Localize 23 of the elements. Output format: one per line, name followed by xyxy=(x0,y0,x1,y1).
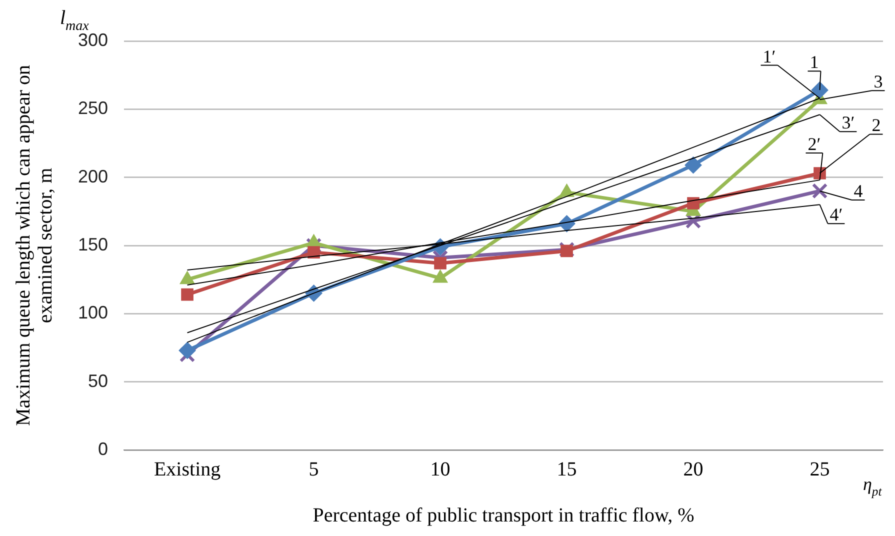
annotation: 4 xyxy=(854,180,863,201)
y-tick-label: 200 xyxy=(78,166,108,186)
annotation: 1′ xyxy=(762,46,776,66)
x-tick-label: 5 xyxy=(308,458,319,480)
annotation: 2′ xyxy=(808,134,821,154)
x-tick-label: Existing xyxy=(154,458,221,480)
annotation: 1 xyxy=(810,52,819,72)
y-axis-title: Maximum queue length which can appear on examined sector, m xyxy=(12,65,56,426)
y-tick-label: 150 xyxy=(78,234,108,254)
y-tick-label: 0 xyxy=(98,438,108,459)
y-tick-label: 100 xyxy=(78,302,108,323)
annotation: 3′ xyxy=(842,112,855,133)
x-axis-title: Percentage of public transport in traffic flow, % xyxy=(312,504,694,526)
y-tick-label: 50 xyxy=(88,370,108,391)
y-tick-label: 250 xyxy=(78,98,108,118)
x-tick-label: 10 xyxy=(430,458,450,480)
annotation: 2 xyxy=(872,115,881,136)
annotation: 4′ xyxy=(830,204,843,225)
y-tick-label: 300 xyxy=(78,30,108,50)
annotation: 3 xyxy=(874,72,883,92)
x-tick-label: 20 xyxy=(683,458,704,480)
x-tick-label: 15 xyxy=(556,458,577,480)
x-tick-label: 25 xyxy=(810,458,830,480)
